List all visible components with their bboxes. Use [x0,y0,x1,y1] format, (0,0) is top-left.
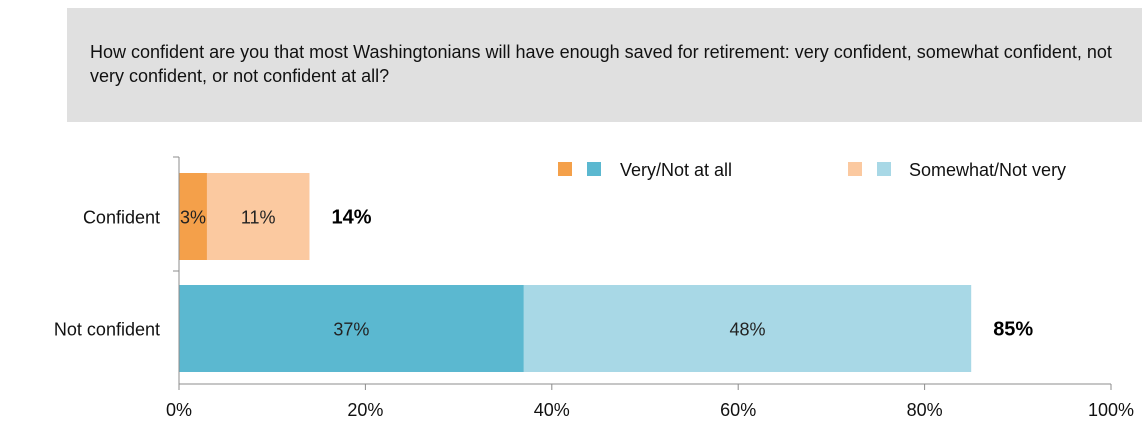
x-tick-label: 80% [907,400,943,420]
x-tick-label: 20% [347,400,383,420]
chart-axes: 0% 20% 40% 60% 80% 100% [166,156,1134,420]
bar-segment [179,173,207,260]
legend-swatch [587,162,601,176]
bar-segment [179,285,524,372]
category-label: Confident [83,208,160,228]
bar-value-label: 48% [730,320,766,340]
bar-value-label: 37% [333,320,369,340]
x-tick-label: 60% [720,400,756,420]
bar-value-label: 11% [241,208,276,228]
legend-label: Very/Not at all [620,160,732,180]
x-tick-label: 40% [534,400,570,420]
chart-bars: Confident 3% 11% 14% Not confident 37% 48% 85% [54,173,1033,372]
x-tick-label: 0% [166,400,192,420]
question-text: How confident are you that most Washingt… [90,42,1112,86]
legend-label: Somewhat/Not very [909,160,1066,180]
bar-value-label: 3% [180,208,206,228]
bar-segment [523,285,972,372]
legend-swatch [558,162,572,176]
x-tick-label: 100% [1088,400,1134,420]
bar-segment [206,173,310,260]
total-label: 85% [993,319,1033,341]
legend-swatch [877,162,891,176]
legend-swatch [848,162,862,176]
question-box: How confident are you that most Washingt… [67,8,1142,122]
chart-legend: Very/Not at all Somewhat/Not very [558,160,1066,180]
category-label: Not confident [54,320,160,340]
total-label: 14% [331,207,371,229]
